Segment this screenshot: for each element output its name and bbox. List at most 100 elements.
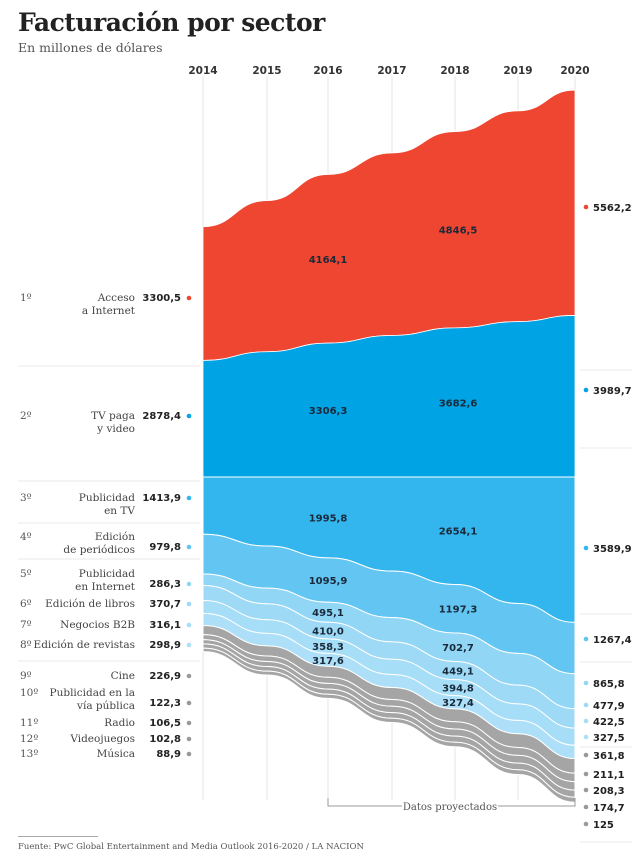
rank-label: 2º [20, 410, 32, 422]
value-2020: 3989,7 [593, 386, 632, 397]
rank-label: 10º [20, 687, 38, 699]
inner-value-2016: 3306,3 [309, 406, 348, 417]
value-2014: 122,3 [149, 698, 181, 709]
source-divider [18, 836, 98, 837]
inner-value-2016: 317,6 [312, 656, 344, 667]
sector-name: TV paga [91, 410, 135, 422]
series-dot [583, 804, 589, 810]
value-2020: 361,8 [593, 751, 625, 762]
value-2020: 422,5 [593, 717, 625, 728]
sector-name: Cine [111, 670, 135, 682]
value-2014: 3300,5 [142, 293, 181, 304]
sector-name: Música [97, 748, 135, 760]
value-2014: 106,5 [149, 718, 181, 729]
value-2020: 1267,4 [593, 635, 632, 646]
rank-label: 3º [20, 492, 32, 504]
value-2014: 226,9 [149, 671, 181, 682]
value-2014: 2878,4 [142, 411, 181, 422]
series-dot [186, 673, 192, 679]
inner-value-2018: 702,7 [442, 643, 474, 654]
series-dot [583, 734, 589, 740]
series-dot [186, 295, 192, 301]
inner-value-2016: 495,1 [312, 608, 344, 619]
year-label-2016: 2016 [313, 65, 342, 77]
series-dot [583, 204, 589, 210]
inner-value-2018: 2654,1 [439, 527, 478, 538]
sector-name: Acceso [97, 292, 135, 304]
projected-label: Datos proyectados [403, 802, 497, 813]
value-2020: 327,5 [593, 733, 625, 744]
series-dot [186, 720, 192, 726]
inner-value-2018: 327,4 [442, 698, 474, 709]
rank-label: 9º [20, 670, 32, 682]
series-dot [186, 622, 192, 628]
series-dot [186, 736, 192, 742]
rank-label: 13º [20, 748, 38, 760]
rank-label: 1º [20, 292, 32, 304]
sector-name: y video [96, 423, 135, 435]
inner-value-2016: 1095,9 [309, 576, 348, 587]
value-2020: 3589,9 [593, 544, 632, 555]
sector-name: en TV [104, 505, 135, 517]
rank-label: 12º [20, 733, 38, 745]
band-1 [202, 89, 576, 361]
sector-name: Edición de libros [45, 598, 135, 610]
series-dot [186, 601, 192, 607]
series-dot [583, 387, 589, 393]
sector-name: Edición [95, 531, 135, 543]
series-dot [583, 752, 589, 758]
series-dot [583, 787, 589, 793]
source-note: Fuente: PwC Global Entertainment and Med… [18, 842, 364, 852]
sector-name: Radio [104, 717, 135, 729]
value-2020: 125 [593, 820, 614, 831]
year-label-2017: 2017 [377, 65, 406, 77]
series-dot [583, 545, 589, 551]
value-2020: 477,9 [593, 701, 625, 712]
year-label-2019: 2019 [503, 65, 532, 77]
series-dot [186, 642, 192, 648]
value-2020: 5562,2 [593, 203, 632, 214]
inner-value-2018: 449,1 [442, 667, 474, 678]
series-dot [583, 718, 589, 724]
series-dot [186, 495, 192, 501]
year-label-2020: 2020 [560, 65, 589, 77]
year-label-2014: 2014 [188, 65, 217, 77]
rank-label: 4º [20, 531, 32, 543]
series-dot [186, 751, 192, 757]
inner-value-2016: 410,0 [312, 627, 344, 638]
projected-bracket [327, 798, 576, 807]
series-dot [583, 680, 589, 686]
value-2014: 298,9 [149, 640, 181, 651]
value-2014: 102,8 [149, 734, 181, 745]
sector-name: Publicidad [79, 568, 135, 580]
inner-value-2018: 394,8 [442, 684, 474, 695]
series-dot [583, 771, 589, 777]
value-2014: 370,7 [149, 599, 181, 610]
sector-name: vía pública [76, 700, 135, 712]
inner-value-2016: 358,3 [312, 642, 344, 653]
value-2014: 979,8 [149, 542, 181, 553]
value-2020: 208,3 [593, 786, 625, 797]
sector-name: Videojuegos [69, 733, 135, 745]
sector-name: Publicidad en la [50, 687, 135, 699]
series-dot [186, 413, 192, 419]
series-dot [583, 821, 589, 827]
value-2020: 211,1 [593, 770, 625, 781]
series-dot [186, 581, 192, 587]
value-2020: 174,7 [593, 803, 625, 814]
sector-name: a Internet [82, 305, 136, 317]
rank-label: 11º [20, 717, 38, 729]
rank-label: 7º [20, 619, 32, 631]
inner-value-2016: 4164,1 [309, 255, 348, 266]
rank-label: 8º [20, 639, 32, 651]
sector-name: Negocios B2B [60, 619, 135, 631]
series-dot [583, 702, 589, 708]
sector-name: Publicidad [79, 492, 135, 504]
sector-name: Edición de revistas [34, 639, 135, 651]
inner-value-2018: 3682,6 [439, 398, 478, 409]
year-label-2015: 2015 [252, 65, 281, 77]
sector-name: en Internet [75, 581, 136, 593]
value-2014: 88,9 [156, 749, 181, 760]
rank-label: 5º [20, 568, 32, 580]
